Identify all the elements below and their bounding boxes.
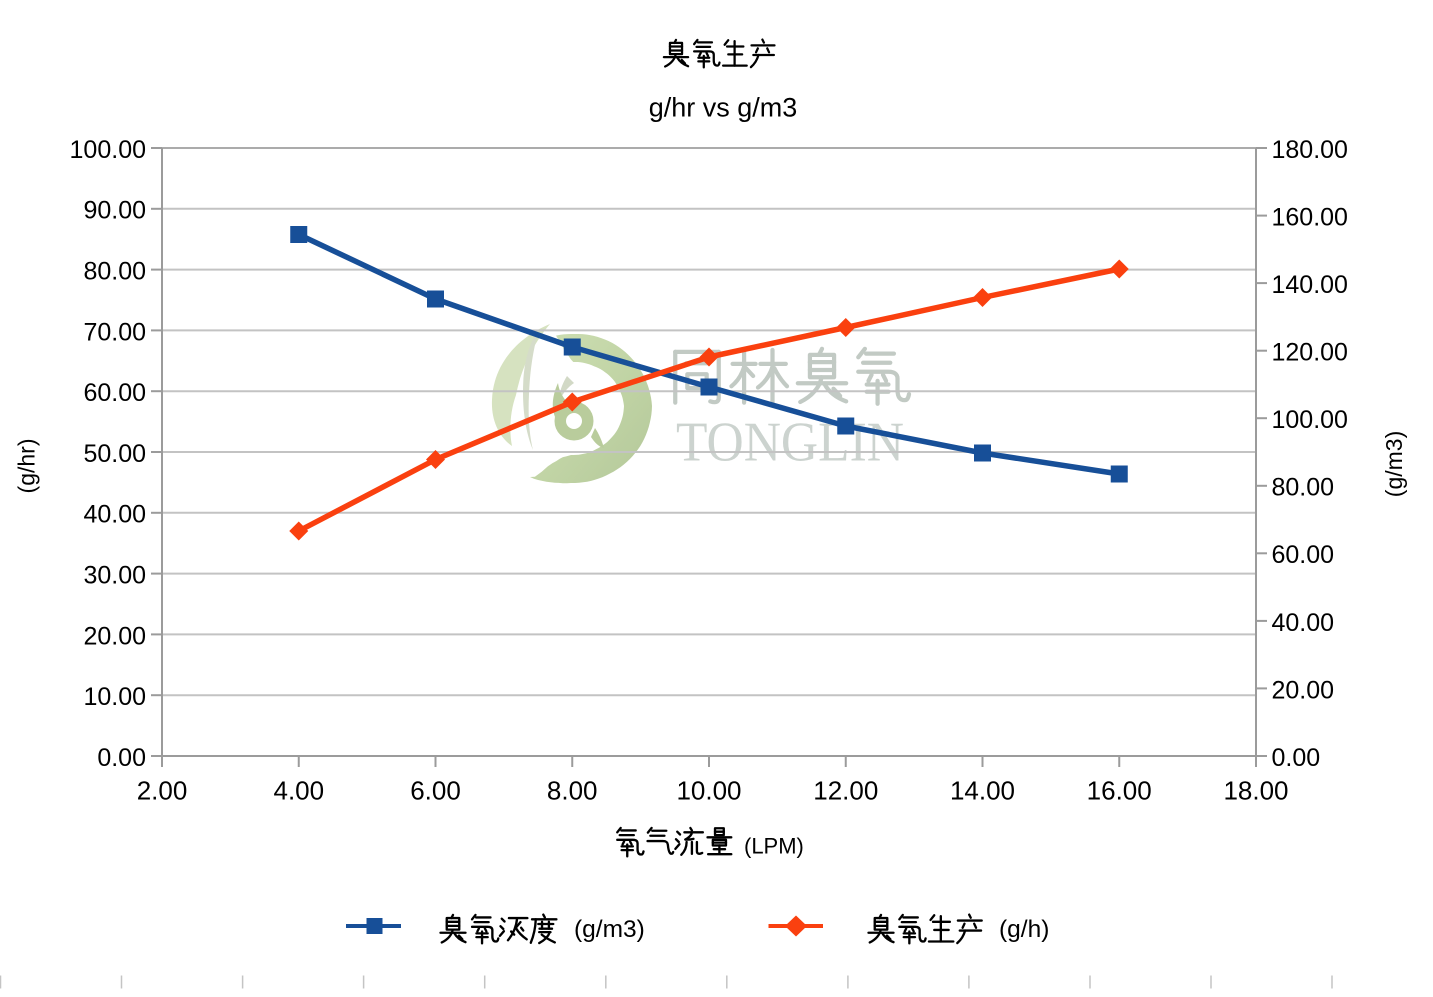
svg-text:10.00: 10.00	[676, 776, 741, 806]
svg-text:20.00: 20.00	[1272, 676, 1335, 704]
svg-text:40.00: 40.00	[83, 501, 146, 529]
svg-text:18.00: 18.00	[1223, 776, 1288, 806]
svg-text:0.00: 0.00	[1272, 744, 1321, 772]
svg-text:160.00: 160.00	[1272, 204, 1348, 232]
svg-text:16.00: 16.00	[1087, 776, 1152, 806]
svg-text:120.00: 120.00	[1272, 339, 1348, 367]
svg-text:40.00: 40.00	[1272, 609, 1335, 637]
svg-text:180.00: 180.00	[1272, 136, 1348, 164]
svg-text:4.00: 4.00	[273, 776, 324, 806]
svg-text:10.00: 10.00	[83, 683, 146, 711]
svg-text:12.00: 12.00	[813, 776, 878, 806]
svg-text:(g/m3): (g/m3)	[1381, 431, 1407, 497]
svg-text:TONGLIN: TONGLIN	[676, 411, 904, 473]
svg-text:(LPM): (LPM)	[744, 834, 804, 859]
svg-text:(g/hr): (g/hr)	[14, 439, 40, 494]
svg-text:60.00: 60.00	[83, 379, 146, 407]
svg-text:6.00: 6.00	[410, 776, 461, 806]
svg-text:2.00: 2.00	[137, 776, 188, 806]
svg-text:80.00: 80.00	[1272, 474, 1335, 502]
svg-text:70.00: 70.00	[83, 318, 146, 346]
svg-text:8.00: 8.00	[547, 776, 598, 806]
svg-text:(g/h): (g/h)	[999, 916, 1049, 943]
svg-text:g/hr vs g/m3: g/hr vs g/m3	[649, 93, 798, 123]
svg-text:30.00: 30.00	[83, 562, 146, 590]
svg-text:14.00: 14.00	[950, 776, 1015, 806]
svg-text:20.00: 20.00	[83, 622, 146, 650]
svg-text:100.00: 100.00	[1272, 406, 1348, 434]
svg-text:80.00: 80.00	[83, 258, 146, 286]
svg-text:0.00: 0.00	[97, 744, 146, 772]
svg-text:90.00: 90.00	[83, 197, 146, 225]
svg-text:50.00: 50.00	[83, 440, 146, 468]
svg-text:100.00: 100.00	[70, 136, 146, 164]
svg-text:140.00: 140.00	[1272, 271, 1348, 299]
svg-text:(g/m3): (g/m3)	[574, 916, 645, 943]
svg-text:60.00: 60.00	[1272, 541, 1335, 569]
